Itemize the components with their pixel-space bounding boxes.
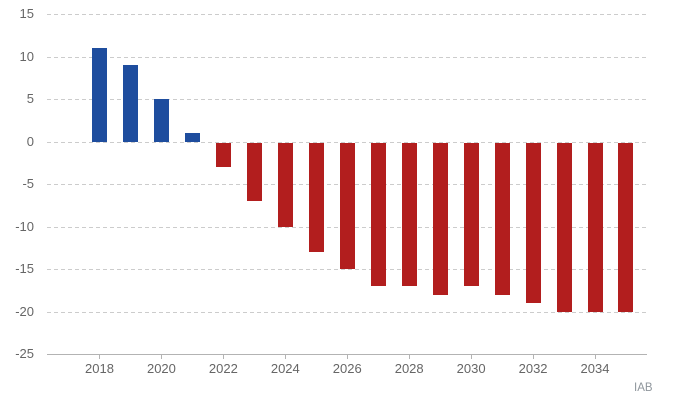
- bar-2028: [401, 142, 417, 286]
- y-axis-tick-label: -10: [15, 218, 34, 234]
- bar-2025: [308, 142, 324, 252]
- x-axis-tick-label: 2020: [146, 361, 176, 376]
- gridline: [47, 56, 647, 58]
- bar-2019: [122, 65, 138, 142]
- bar-2026: [339, 142, 355, 269]
- gridline: [47, 99, 647, 100]
- x-axis-tick: [532, 354, 534, 359]
- x-axis-tick-label: 2028: [394, 361, 424, 376]
- y-axis-tick-label: -25: [15, 346, 34, 361]
- y-axis-tick-label: -5: [22, 176, 34, 191]
- y-axis-tick-label: 5: [26, 91, 34, 106]
- x-axis-tick-label: 2022: [208, 361, 238, 376]
- bar-2021: [184, 133, 200, 142]
- x-axis-tick: [160, 354, 162, 359]
- bar-2035: [618, 142, 634, 312]
- bar-2032: [525, 142, 541, 303]
- y-axis-tick-label: -15: [15, 261, 34, 276]
- source-label: IAB: [634, 382, 653, 394]
- bar-2018: [92, 48, 107, 142]
- x-axis-tick-label: 2026: [332, 361, 362, 376]
- gridline: [47, 14, 647, 15]
- bar-2033: [556, 142, 572, 312]
- y-axis-tick-label: 10: [19, 48, 34, 64]
- bar-2027: [370, 142, 386, 286]
- x-axis-tick-label: 2030: [456, 361, 486, 376]
- x-axis-tick-label: 2024: [270, 361, 300, 376]
- x-axis-tick: [470, 354, 472, 359]
- gridline: [47, 269, 647, 270]
- x-axis-tick: [594, 354, 596, 359]
- gridline: [47, 311, 647, 313]
- x-axis-tick-label: 2032: [518, 361, 548, 376]
- x-axis-tick: [346, 354, 348, 359]
- bar-2031: [494, 142, 510, 295]
- y-axis-tick-label: 15: [19, 6, 34, 21]
- bar-2034: [587, 142, 603, 312]
- y-axis-tick-label: -20: [15, 303, 34, 319]
- x-axis-tick-label: 2034: [580, 361, 610, 376]
- bar-2030: [463, 142, 479, 286]
- bar-2022: [215, 142, 231, 167]
- x-axis-tick-label: 2018: [85, 361, 114, 376]
- x-axis-tick: [284, 354, 286, 359]
- x-axis-tick: [408, 354, 410, 359]
- x-axis-tick: [99, 354, 100, 359]
- bar-2029: [432, 142, 448, 295]
- bar-2023: [246, 142, 262, 201]
- bar-2024: [277, 142, 293, 227]
- gridline: [47, 141, 647, 143]
- y-axis-tick-label: 0: [26, 133, 34, 149]
- bar-2020: [153, 99, 169, 142]
- x-axis-tick: [222, 354, 224, 359]
